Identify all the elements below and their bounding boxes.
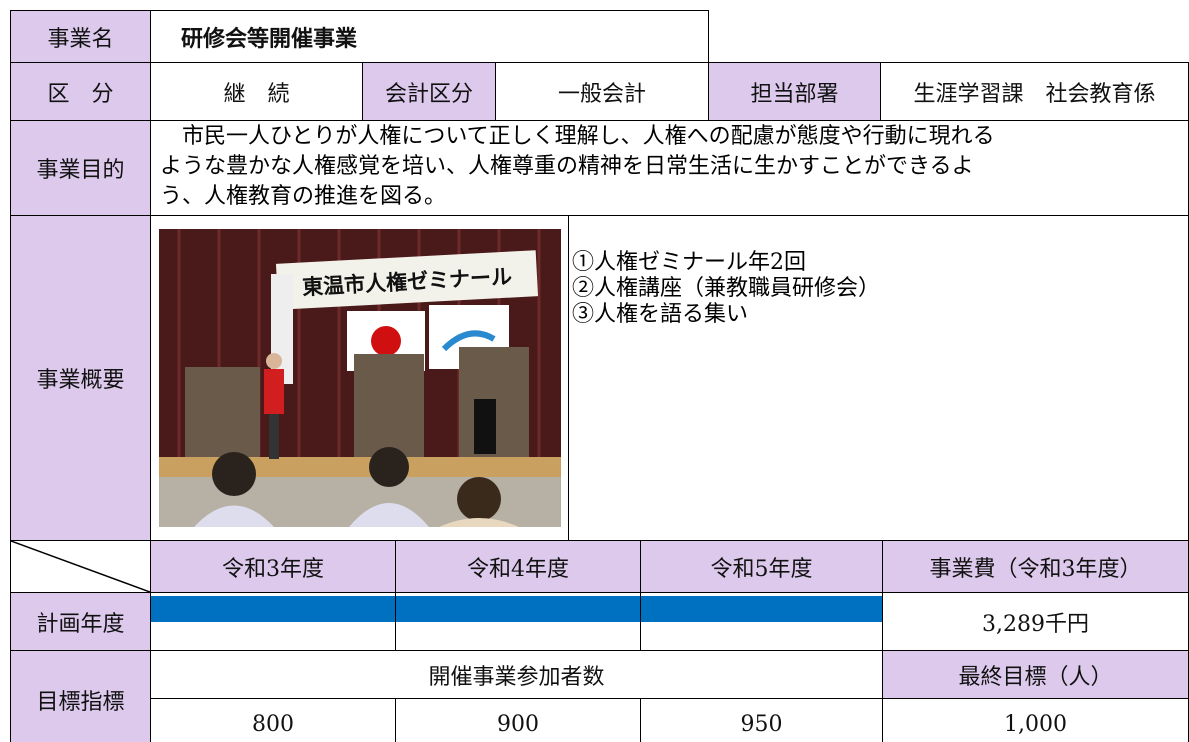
header-cell: 事業費（令和3年度） <box>882 540 1189 593</box>
plan-bar <box>151 596 395 622</box>
plan-bar <box>396 596 640 622</box>
label-cell: 担当部署 <box>708 62 881 121</box>
corner-cell <box>10 540 151 593</box>
indicator-cell: 開催事業参加者数 <box>150 650 883 699</box>
header-cell: 最終目標（人） <box>882 650 1189 699</box>
diagonal <box>11 541 150 592</box>
label-cell: 目標指標 <box>10 650 151 742</box>
value-cell: 800 <box>150 698 396 742</box>
header-cell: 令和3年度 <box>150 540 396 593</box>
label-cell: 計画年度 <box>10 592 151 651</box>
value-cell: 継 続 <box>150 62 363 121</box>
header-cell: 令和4年度 <box>395 540 641 593</box>
list-item: ②人権講座（兼教職員研修会） <box>572 276 881 301</box>
plan-bar <box>641 596 882 622</box>
overview-items: ①人権ゼミナール年2回 ②人権講座（兼教職員研修会） ③人権を語る集い <box>572 250 880 328</box>
text-line: う、人権教育の推進を図る。 <box>160 184 447 209</box>
label-cell: 会計区分 <box>362 62 496 121</box>
value-cell: 950 <box>640 698 883 742</box>
value-cell: 3,289千円 <box>882 592 1189 651</box>
purpose-text: 市民一人ひとりが人権について正しく理解し、人権への配慮が態度や行動に現れる よう… <box>160 122 995 212</box>
text-line: ような豊かな人権感覚を培い、人権尊重の精神を日常生活に生かすことができるよ <box>160 154 974 179</box>
value-cell: 900 <box>395 698 641 742</box>
value-cell: 生涯学習課 社会教育係 <box>880 62 1189 121</box>
photo: 東温市人権ゼミナール <box>158 229 561 527</box>
label-cell: 事業概要 <box>10 215 151 541</box>
label-cell: 区 分 <box>10 62 151 121</box>
header-cell: 令和5年度 <box>640 540 883 593</box>
list-item: ③人権を語る集い <box>572 302 749 327</box>
list-item: ①人権ゼミナール年2回 <box>572 250 806 275</box>
text-line: 市民一人ひとりが人権について正しく理解し、人権への配慮が態度や行動に現れる <box>160 124 995 149</box>
title-cell: 研修会等開催事業 <box>150 10 709 63</box>
label-cell: 事業目的 <box>10 120 151 216</box>
photo-cell: 東温市人権ゼミナール <box>150 215 569 541</box>
value-cell: 1,000 <box>882 698 1189 742</box>
label-cell: 事業名 <box>10 10 151 63</box>
value-cell: 一般会計 <box>495 62 709 121</box>
